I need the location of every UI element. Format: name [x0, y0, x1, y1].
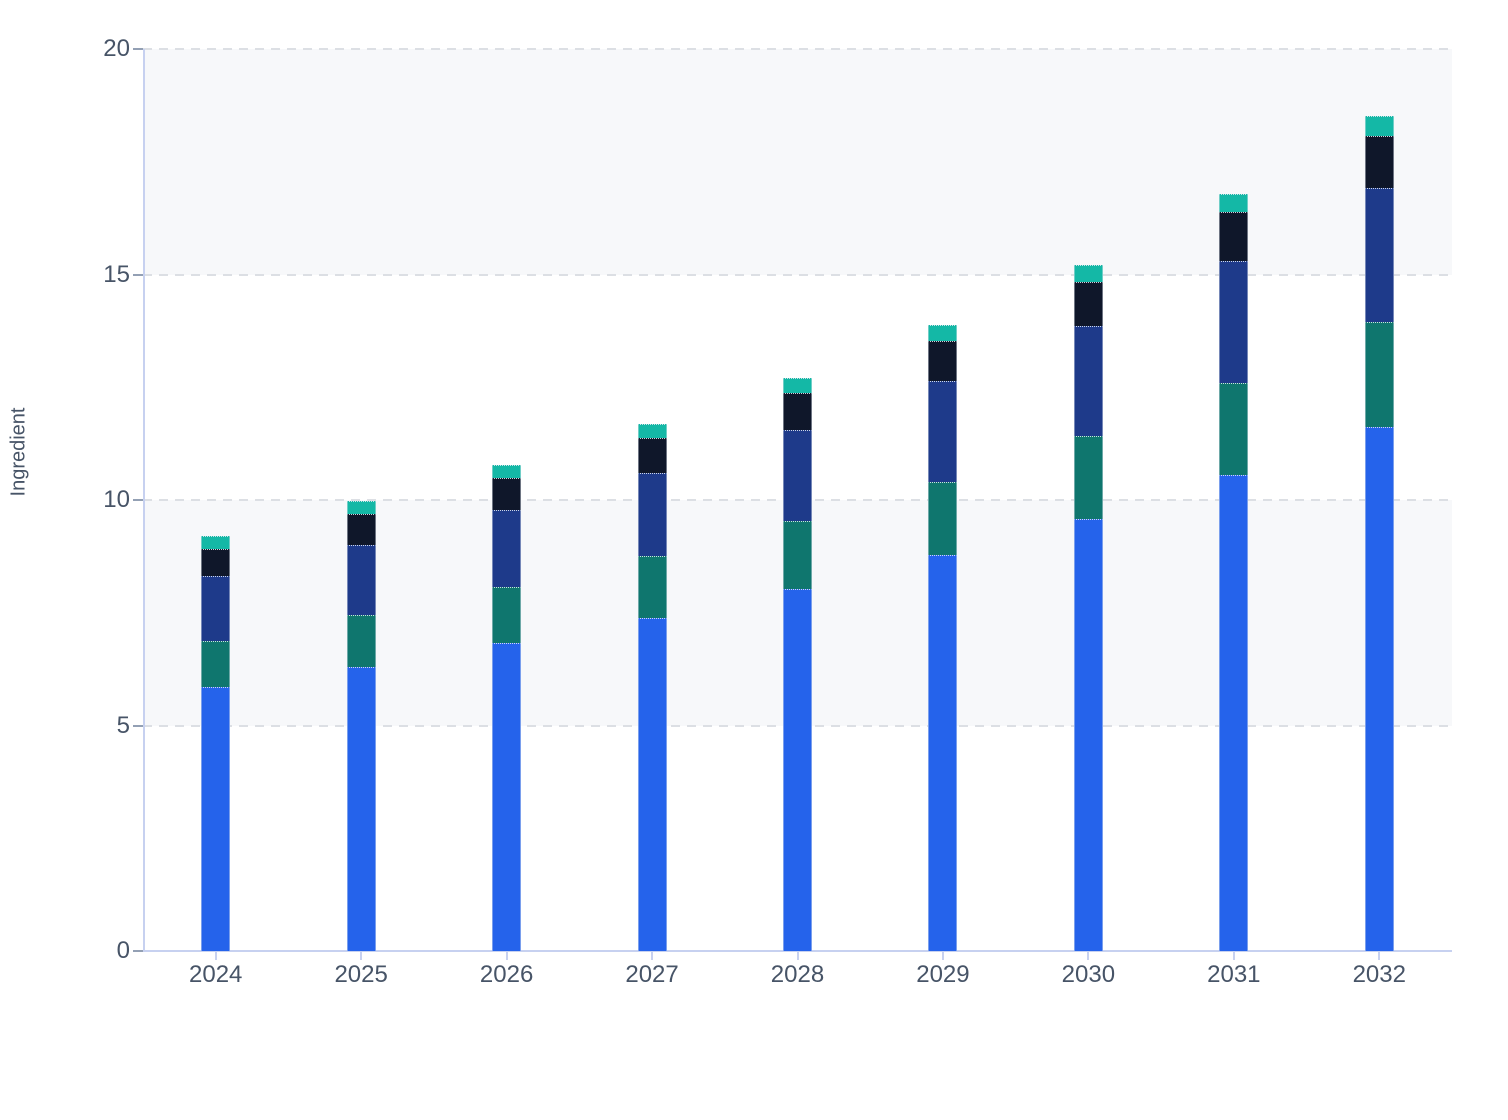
- x-tick-label-2032: 2032: [1352, 961, 1406, 988]
- bar-segment-2025-dark-navy: [346, 513, 376, 546]
- x-tick-mark-2032: [1378, 951, 1381, 960]
- bar-segment-2026-blue: [492, 642, 522, 951]
- bar-segment-2028-dark-navy: [783, 393, 812, 431]
- bar-segment-2025-teal: [346, 615, 376, 667]
- bar-segment-2028-teal: [783, 521, 812, 589]
- x-tick-mark-2027: [651, 951, 654, 960]
- bar-segment-2031-teal: [1219, 383, 1249, 476]
- bar-segment-2030-dark-navy: [1073, 282, 1103, 326]
- bar-segment-2030-mint: [1073, 265, 1103, 283]
- bar-segment-2024-navy: [201, 576, 231, 642]
- grid-band-15-20: [143, 49, 1452, 275]
- bar-segment-2031-mint: [1219, 193, 1249, 213]
- bar-segment-2032-teal: [1364, 321, 1394, 427]
- bar-segment-2024-blue: [201, 687, 231, 951]
- y-tick-label-0: 0: [116, 937, 130, 964]
- bar-segment-2029-navy: [928, 380, 958, 482]
- bar-segment-2029-mint: [928, 325, 958, 341]
- x-tick-label-2030: 2030: [1061, 961, 1116, 988]
- bar-segment-2024-mint: [201, 536, 231, 550]
- y-tick-label-15: 15: [103, 260, 130, 288]
- gridline-20: [143, 48, 1452, 50]
- y-axis-line: [143, 49, 145, 951]
- y-tick-mark-0: [133, 950, 143, 952]
- bar-segment-2029-blue: [928, 555, 958, 951]
- x-tick-mark-2024: [214, 951, 217, 960]
- gridline-15: [143, 273, 1452, 276]
- bar-segment-2030-navy: [1073, 325, 1103, 436]
- bar-segment-2031-blue: [1219, 475, 1249, 951]
- y-tick-mark-20: [133, 48, 143, 50]
- bar-segment-2030-blue: [1073, 518, 1103, 951]
- x-tick-label-2031: 2031: [1207, 961, 1261, 988]
- bar-segment-2032-blue: [1364, 426, 1394, 951]
- x-tick-mark-2031: [1232, 951, 1235, 960]
- bar-segment-2029-dark-navy: [928, 340, 958, 381]
- bar-segment-2032-navy: [1364, 187, 1394, 322]
- bar-segment-2032-dark-navy: [1364, 136, 1394, 188]
- x-tick-label-2025: 2025: [334, 961, 388, 988]
- bar-segment-2028-navy: [783, 430, 812, 522]
- y-tick-mark-10: [133, 499, 143, 501]
- bar-segment-2024-teal: [201, 641, 231, 688]
- x-tick-mark-2026: [505, 951, 508, 960]
- x-tick-mark-2030: [1087, 951, 1090, 960]
- bar-segment-2031-dark-navy: [1219, 212, 1249, 261]
- x-tick-mark-2025: [360, 951, 363, 960]
- bar-segment-2026-dark-navy: [492, 477, 522, 510]
- bar-segment-2025-blue: [346, 666, 376, 951]
- y-tick-mark-5: [133, 724, 143, 727]
- x-tick-label-2028: 2028: [770, 961, 825, 988]
- x-tick-label-2026: 2026: [479, 961, 534, 988]
- x-tick-label-2024: 2024: [189, 961, 243, 988]
- bar-segment-2027-navy: [637, 472, 667, 556]
- x-tick-mark-2028: [796, 951, 799, 960]
- bar-segment-2029-teal: [928, 481, 958, 555]
- x-tick-mark-2029: [941, 951, 944, 960]
- bar-segment-2030-teal: [1073, 435, 1103, 519]
- y-tick-label-5: 5: [116, 711, 130, 739]
- y-tick-label-20: 20: [103, 35, 130, 62]
- bar-segment-2028-mint: [783, 377, 812, 394]
- bar-segment-2032-mint: [1364, 116, 1394, 137]
- bar-segment-2028-blue: [783, 588, 812, 951]
- y-tick-mark-15: [133, 273, 143, 276]
- bar-segment-2024-dark-navy: [201, 549, 231, 577]
- x-tick-label-2029: 2029: [916, 961, 970, 988]
- bar-segment-2025-navy: [346, 545, 376, 615]
- bar-segment-2027-dark-navy: [637, 437, 667, 473]
- x-tick-label-2027: 2027: [625, 961, 679, 988]
- bar-segment-2025-mint: [346, 501, 376, 514]
- bar-segment-2031-navy: [1219, 260, 1249, 384]
- bar-segment-2026-navy: [492, 509, 522, 588]
- bar-segment-2026-teal: [492, 587, 522, 643]
- bar-segment-2027-blue: [637, 618, 667, 951]
- bar-segment-2026-mint: [492, 464, 522, 478]
- bar-segment-2027-mint: [637, 424, 667, 438]
- y-tick-label-10: 10: [103, 486, 130, 513]
- bar-segment-2027-teal: [637, 555, 667, 619]
